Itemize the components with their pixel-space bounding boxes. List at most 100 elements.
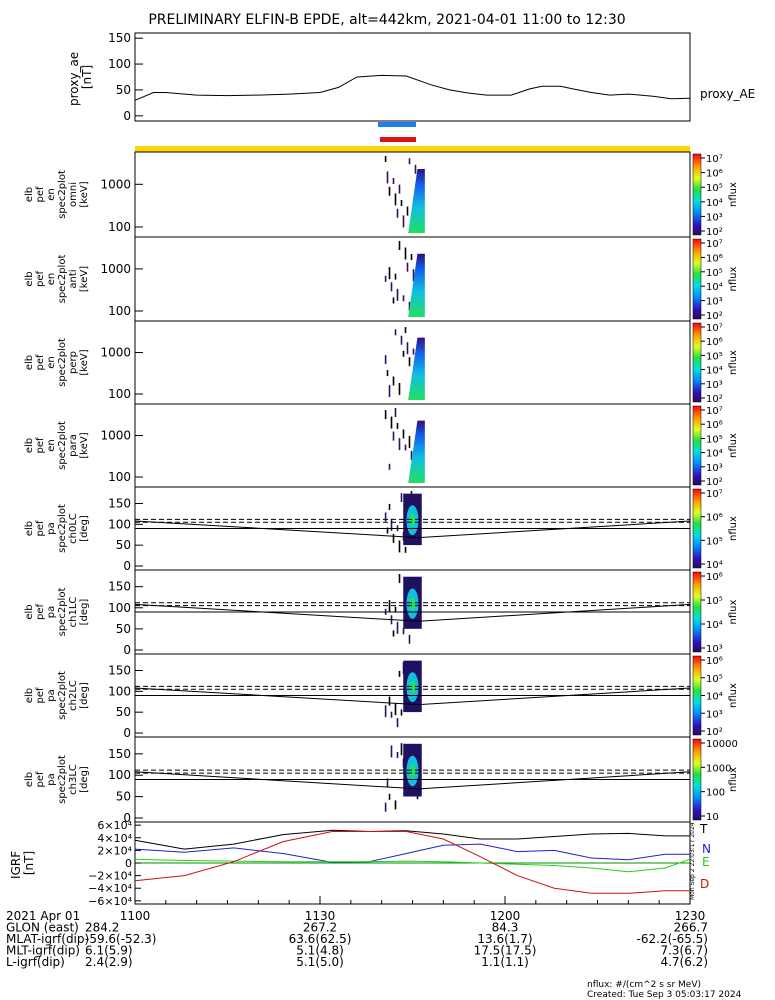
proxy-ae-ylabel-1: proxy_ae [67, 52, 81, 106]
ephemeris-value: 1.1(1.1) [481, 955, 529, 969]
ephemeris-value: -62.2(-65.5) [637, 932, 708, 946]
pitch-angle-2-ylabel-line: pa [46, 689, 57, 701]
spectrogram-y-tick-label: 1000 [100, 429, 131, 443]
pitch-angle-2-streak [394, 703, 397, 716]
proxy-ae-y-ticks: 150 100 50 0 [108, 31, 143, 123]
spectrogram-1-colorbar-tick-label: 10⁷ [706, 239, 723, 250]
pitch-angle-3-flux-peak [409, 764, 416, 778]
spectrogram-panel-0: 1000 100 elbpefenspec2plotomni[keV] 10⁷ 10⁶ 1… [24, 151, 739, 238]
spectrogram-3-colorbar [692, 405, 702, 486]
pitch-angle-panel-1: 150 100 50 0 elbpefpaspec2plotch1LC[deg] 10⁶ 1… [24, 569, 739, 657]
pitch-angle-0-streak [392, 533, 395, 543]
ephemeris-value: 5.1(4.8) [296, 944, 344, 958]
spectrogram-0-colorbar-tick-label: 10⁵ [706, 183, 723, 194]
pitch-angle-2-colorbar-tick-label: 10⁴ [706, 692, 723, 703]
spectrogram-2-streak [402, 350, 405, 357]
ephemeris-value: 7.3(6.7) [660, 944, 708, 958]
proxy-ae-ylabel-2: [nT] [80, 65, 94, 89]
spectrogram-3-streak [384, 410, 387, 420]
spectrogram-1-streak [404, 247, 407, 260]
flux-units-note: nflux: #/(cm^2 s sr MeV) [587, 980, 701, 990]
igrf-line-N [134, 843, 690, 863]
pitch-angle-3-colorbar-label: nflux [728, 767, 739, 792]
spectrogram-3-ylabel-line: elb [24, 438, 35, 453]
pitch-angle-y-tick-label: 0 [123, 726, 131, 740]
spectrogram-0-colorbar-tick-label: 10⁶ [706, 169, 723, 180]
spectrogram-3-colorbar-tick-label: 10⁷ [706, 406, 723, 417]
igrf-y-tick-label: 4×10⁴ [97, 832, 132, 845]
pitch-angle-2-streak [390, 711, 393, 718]
pitch-angle-0-streak [384, 512, 387, 522]
spectrogram-y-tick-label: 100 [108, 470, 131, 484]
pitch-angle-0-colorbar-label: nflux [728, 516, 739, 541]
pitch-angle-1-flux-peak [409, 596, 416, 611]
spectrogram-1-streak [412, 269, 415, 282]
spectrogram-1-streak [398, 241, 401, 250]
spectrogram-3-streak [410, 450, 413, 460]
spectrogram-0-ylabel-line: elb [24, 187, 35, 202]
spectrogram-3-colorbar-label: nflux [728, 433, 739, 458]
ephemeris-value: 1100 [120, 909, 151, 923]
spectrogram-2-ylabel-line: [keV] [79, 349, 90, 375]
pitch-angle-1-y-label: elbpefpaspec2plotch1LC[deg] [24, 588, 90, 637]
pitch-angle-y-tick-label: 150 [108, 747, 131, 761]
spectrogram-0-streak [386, 171, 389, 184]
spectrogram-2-colorbar-tick-label: 10⁴ [706, 366, 723, 377]
pitch-angle-3-colorbar [692, 738, 702, 821]
pitch-angle-y-tick-label: 100 [108, 517, 131, 531]
ephemeris-value: -59.6(-52.3) [85, 932, 156, 946]
spectrogram-y-tick-label: 100 [108, 304, 131, 318]
spectrogram-0-ylabel-line: omni [68, 182, 79, 207]
pitch-angle-0-flux-peak [409, 513, 416, 527]
pitch-angle-2-streak [400, 709, 403, 716]
spectrogram-2-streak [408, 357, 411, 367]
spectrogram-2-colorbar-tick-label: 10⁵ [706, 351, 723, 362]
spectrogram-1-colorbar-tick-label: 10⁵ [706, 268, 723, 279]
spectrogram-2-y-label: elbpefenspec2plotperp[keV] [24, 338, 90, 387]
proxy-ae-y-tick-label: 100 [108, 57, 131, 71]
pitch-angle-3-ylabel-line: [deg] [79, 766, 90, 793]
pitch-angle-3-streak [384, 802, 387, 812]
spectrogram-2-streak [384, 355, 387, 365]
pitch-angle-2-colorbar-tick-label: 10⁶ [706, 656, 723, 667]
spectrogram-1-streak [410, 254, 413, 260]
spectrogram-0-streak [406, 206, 409, 216]
spectrogram-2-ylabel-line: spec2plot [57, 338, 68, 387]
spectrogram-2-streak [400, 335, 403, 345]
pitch-angle-1-colorbar-label: nflux [728, 599, 739, 624]
spectrogram-0-colorbar-tick-label: 10⁴ [706, 198, 723, 209]
spectrogram-2-colorbar-tick-label: 10² [706, 394, 723, 405]
pitch-angle-2-colorbar [692, 655, 702, 736]
pitch-angle-1-streak [396, 621, 399, 634]
interval-bar-yellow [135, 146, 690, 152]
spectrogram-0-streak [402, 215, 405, 228]
spectrogram-0-streak [394, 193, 397, 206]
ephemeris-row-label: MLT-igrf(dip) [6, 944, 80, 958]
spectrogram-3-colorbar-tick-label: 10⁶ [706, 420, 723, 431]
pitch-angle-0-ylabel-line: pa [46, 522, 57, 534]
pitch-angle-1-streak [398, 574, 401, 583]
pitch-angle-3-colorbar-tick-label: 1000 [706, 763, 731, 774]
spectrogram-0-streak [414, 164, 417, 174]
ephemeris-value: 266.7 [674, 921, 708, 935]
pitch-angle-2-colorbar-tick-label: 10³ [706, 709, 723, 720]
pitch-angle-0-ylabel-line: pef [35, 520, 46, 537]
spectrogram-0-y-label: elbpefenspec2plotomni[keV] [24, 170, 90, 219]
pitch-angle-0-y-label: elbpefpaspec2plotch0LC[deg] [24, 504, 90, 553]
proxy-ae-legend-label: proxy_AE [700, 87, 755, 101]
pitch-angle-2-colorbar-tick-label: 10⁵ [706, 674, 723, 685]
ephemeris-value: 17.5(17.5) [474, 944, 537, 958]
spectrogram-3-ylabel-line: para [68, 434, 79, 457]
spectrogram-1-colorbar-tick-label: 10⁴ [706, 282, 723, 293]
ephemeris-value: 2.4(2.9) [85, 955, 133, 969]
spectrogram-1-streak [406, 262, 409, 272]
pitch-angle-1-colorbar [692, 571, 702, 653]
pitch-angle-3-streak [394, 800, 397, 810]
pitch-angle-2-colorbar-tick-label: 10² [706, 727, 723, 738]
spectrogram-2-colorbar-tick-label: 10⁷ [706, 323, 723, 334]
igrf-y-tick-label: 0 [125, 857, 132, 870]
pitch-angle-1-streak [392, 630, 395, 637]
ephemeris-value: 13.6(1.7) [477, 932, 532, 946]
